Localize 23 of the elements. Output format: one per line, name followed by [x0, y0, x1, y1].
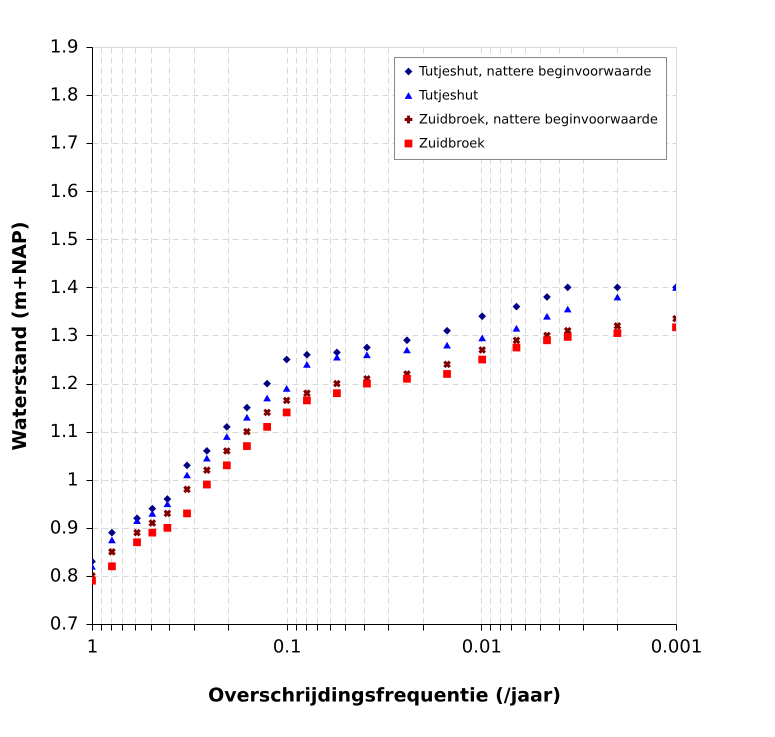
y-tick-label: 0.9	[50, 517, 78, 538]
y-tick-label: 0.8	[50, 565, 78, 586]
y-axis-title: Waterstand (m+NAP)	[8, 221, 31, 451]
y-tick-label: 1	[67, 469, 78, 490]
y-tick-label: 1.8	[50, 84, 78, 106]
y-tick-label: 1.7	[50, 132, 78, 154]
y-tick-label: 1.9	[50, 36, 78, 58]
x-tick-label: 0.01	[462, 636, 502, 658]
y-tick-label: 1.1	[50, 421, 78, 442]
x-tick-label: 0.001	[650, 636, 702, 658]
legend-label: Zuidbroek, nattere beginvoorwaarde	[419, 112, 658, 128]
x-tick-label: 0.1	[272, 636, 302, 658]
y-tick-label: 0.7	[50, 614, 78, 634]
y-tick-label: 1.6	[50, 180, 78, 202]
legend-label: Zuidbroek	[419, 136, 486, 152]
legend-label: Tutjeshut, nattere beginvoorwaarde	[418, 64, 652, 80]
y-tick-label: 1.5	[50, 228, 78, 250]
legend-label: Tutjeshut	[418, 88, 478, 104]
y-tick-label: 1.3	[50, 325, 78, 346]
y-tick-label: 1.2	[50, 373, 78, 394]
x-tick-label: 1	[86, 636, 98, 658]
x-axis-title: Overschrijdingsfrequentie (/jaar)	[208, 684, 561, 706]
y-tick-label: 1.4	[50, 276, 78, 298]
